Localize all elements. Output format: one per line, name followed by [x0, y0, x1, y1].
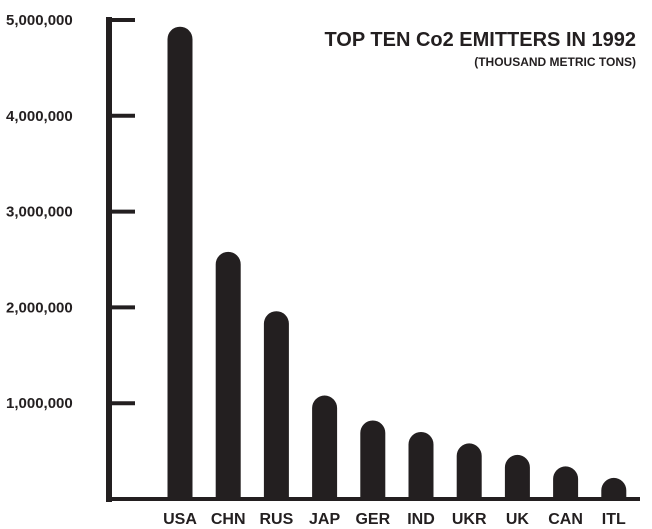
y-tick-label: 5,000,000	[6, 12, 73, 29]
y-tick-label: 2,000,000	[6, 299, 73, 316]
y-ticks-group: 1,000,000 2,000,000 3,000,000 4,000,000 5,00…	[6, 12, 135, 412]
x-tick-label: GER	[355, 511, 390, 528]
bars-group	[167, 26, 627, 500]
bar-itl	[601, 477, 627, 499]
x-tick-label: USA	[163, 511, 197, 528]
y-tick-label: 4,000,000	[6, 108, 73, 125]
bar-ger	[360, 420, 386, 499]
y-tick-label: 1,000,000	[6, 395, 73, 412]
x-tick-label: UK	[506, 511, 530, 528]
x-tick-label: RUS	[260, 511, 294, 528]
x-tick-label: ITL	[602, 511, 626, 528]
bar-ind	[408, 431, 434, 499]
bar-uk	[504, 454, 530, 499]
x-labels-group: USA CHN RUS JAP GER IND UKR UK CAN ITL	[163, 511, 626, 528]
x-tick-label: IND	[407, 511, 435, 528]
bar-jap	[312, 395, 338, 499]
chart-subtitle: (THOUSAND METRIC TONS)	[474, 55, 636, 69]
bar-can	[553, 466, 579, 499]
chart-title: TOP TEN Co2 EMITTERS IN 1992	[324, 29, 636, 51]
bar-chn	[215, 251, 241, 499]
x-tick-label: CAN	[548, 511, 583, 528]
bar-ukr	[456, 443, 482, 499]
bar-usa	[167, 26, 193, 500]
x-tick-label: UKR	[452, 511, 487, 528]
y-tick-label: 3,000,000	[6, 204, 73, 221]
x-tick-label: CHN	[211, 511, 246, 528]
x-tick-label: JAP	[309, 511, 340, 528]
bar-rus	[263, 311, 289, 499]
